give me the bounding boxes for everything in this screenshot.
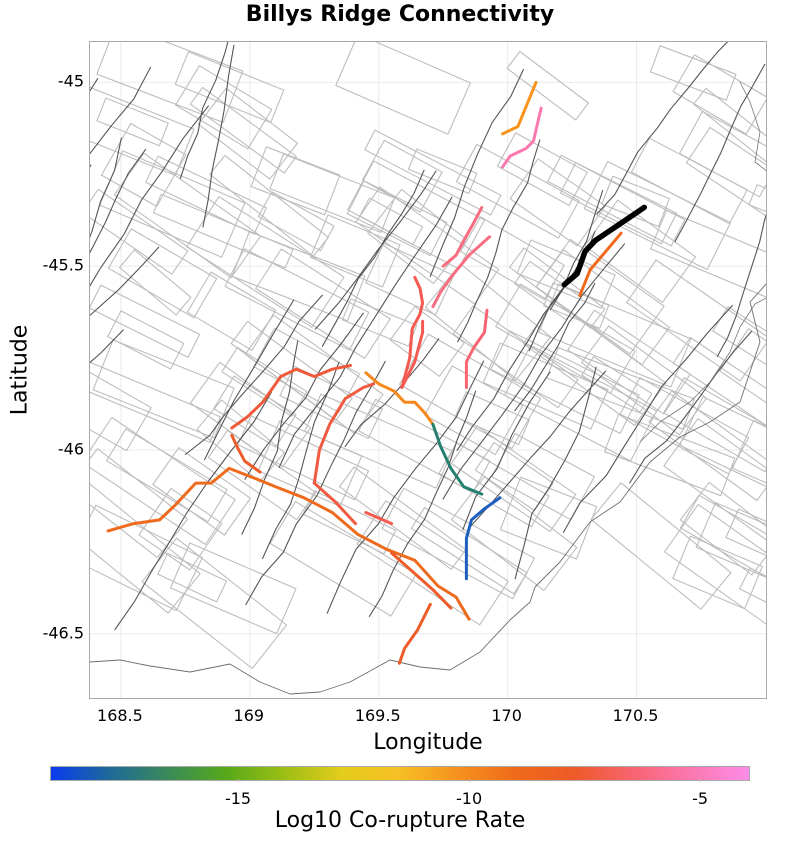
connected-fault-trace (397, 602, 432, 665)
connected-fault-trace (364, 371, 435, 426)
x-tick-label: 168.5 (97, 706, 143, 725)
connected-fault-trace (230, 364, 352, 430)
x-tick-label: 169 (233, 706, 265, 725)
connected-fault-trace (464, 496, 502, 581)
connected-fault-trace (400, 275, 425, 389)
connected-fault-trace (578, 231, 623, 298)
y-tick-label: -45 (57, 71, 84, 91)
y-axis-label: Latitude (7, 324, 33, 416)
x-axis-label: Longitude (373, 730, 483, 755)
x-tick-label: 169.5 (354, 706, 401, 725)
colorbar-label: Log10 Co-rupture Rate (274, 808, 526, 833)
connected-fault-trace (312, 382, 376, 485)
colorbar-tick-mark (700, 779, 702, 782)
source-fault-trace (561, 204, 648, 288)
connected-fault-trace (106, 466, 471, 621)
chart-title: Billys Ridge Connectivity (245, 2, 555, 27)
grid-lines (90, 42, 766, 698)
y-tick-label: -46 (57, 439, 84, 459)
connected-fault-trace (501, 80, 538, 136)
connected-fault-trace (501, 106, 543, 169)
colorbar-tick-label: -5 (692, 789, 709, 808)
connected-fault-trace (431, 235, 492, 309)
x-tick-label: 170.5 (612, 706, 659, 725)
colorbar-tick-label: -15 (224, 789, 252, 808)
connected-fault-trace (390, 551, 453, 610)
y-tick-label: -46.5 (42, 623, 84, 643)
coastline (90, 81, 766, 695)
x-tick-label: 170 (491, 706, 522, 725)
map-plot-area (89, 41, 767, 699)
connected-fault-trace (400, 319, 425, 389)
connected-fault-trace (230, 433, 262, 474)
connected-fault-trace (364, 511, 394, 526)
map-canvas (90, 42, 766, 698)
background-fault-network (90, 42, 766, 670)
y-tick-label: -45.5 (42, 255, 84, 275)
connected-faults (106, 80, 648, 665)
connected-fault-trace (312, 481, 357, 526)
connected-fault-trace (431, 422, 484, 496)
colorbar-tick-mark (238, 779, 240, 782)
colorbar (50, 766, 750, 781)
connected-fault-trace (441, 205, 484, 268)
colorbar-tick-label: -10 (455, 789, 483, 808)
colorbar-tick-mark (469, 779, 471, 782)
connected-fault-trace (464, 308, 489, 389)
